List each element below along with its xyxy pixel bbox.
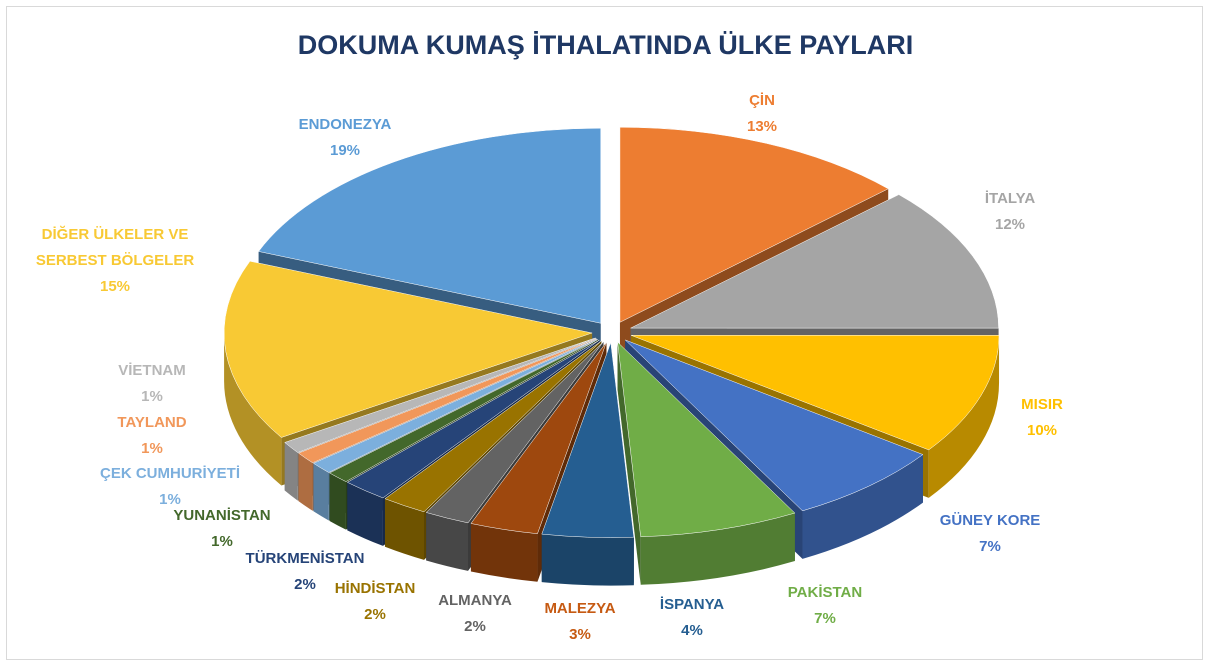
category-label: İTALYA [984, 190, 1036, 207]
category-label: ÇİN [749, 92, 775, 109]
slice [619, 127, 889, 323]
slice [541, 342, 635, 538]
slice-side [426, 512, 469, 571]
value-label: 15% [99, 278, 131, 295]
slice [630, 335, 1000, 451]
category-label: PAKİSTAN [787, 584, 863, 601]
slice [384, 340, 602, 513]
value-label: 13% [746, 118, 778, 135]
value-label: 10% [1026, 422, 1058, 439]
data-label: TÜRKMENİSTAN 2% [246, 546, 365, 598]
category-label: HİNDİSTAN [334, 580, 416, 597]
category-label: ÇEK CUMHURİYETİ [99, 465, 241, 482]
category-label: DİĞER ÜLKELER VE SERBEST BÖLGELER [35, 226, 195, 269]
slice [312, 338, 598, 473]
data-label: İTALYA 12% [985, 186, 1035, 238]
value-label: 1% [211, 533, 233, 550]
slice [284, 337, 596, 453]
slice-side [802, 454, 923, 559]
slice [625, 339, 924, 512]
slice-side [617, 342, 641, 585]
slice-side [384, 498, 424, 560]
slice-side [329, 472, 346, 530]
category-label: VİETNAM [118, 362, 186, 379]
data-label: İSPANYA 4% [660, 592, 724, 644]
category-label: TAYLAND [117, 414, 187, 431]
slice-side [470, 523, 538, 582]
value-label: 1% [159, 491, 181, 508]
value-label: 19% [329, 142, 361, 159]
slice [297, 338, 597, 464]
slice [346, 339, 600, 499]
value-label: 4% [681, 622, 703, 639]
value-label: 7% [979, 538, 1001, 555]
value-label: 1% [141, 388, 163, 405]
data-label: ENDONEZYA 19% [299, 112, 392, 164]
data-label: YUNANİSTAN 1% [173, 503, 270, 555]
category-label: TÜRKMENİSTAN [245, 550, 365, 567]
slice-side [224, 332, 282, 486]
value-label: 2% [294, 576, 316, 593]
value-label: 2% [464, 618, 486, 635]
slice [258, 127, 602, 324]
data-label: TAYLAND 1% [117, 410, 186, 462]
value-label: 12% [994, 216, 1026, 233]
data-label: ÇEK CUMHURİYETİ 1% [100, 461, 240, 513]
data-label: ALMANYA 2% [438, 588, 512, 640]
slice-side [347, 482, 383, 546]
category-label: İSPANYA [659, 596, 725, 613]
slice [617, 341, 796, 538]
chart-frame [6, 6, 1203, 660]
slice [630, 194, 999, 329]
slice [223, 260, 594, 438]
value-label: 3% [569, 626, 591, 643]
data-label: MISIR 10% [1021, 392, 1063, 444]
data-label: GÜNEY KORE 7% [940, 508, 1041, 560]
data-label: MALEZYA 3% [544, 596, 615, 648]
slice-side [298, 453, 313, 511]
slice-side [313, 463, 329, 521]
data-label: PAKİSTAN 7% [788, 580, 862, 632]
slice-side [284, 442, 298, 501]
category-label: ALMANYA [438, 592, 512, 609]
data-label: ÇİN 13% [747, 88, 777, 140]
data-label: DİĞER ÜLKELER VE SERBEST BÖLGELER 15% [25, 222, 205, 300]
slice [425, 341, 604, 524]
slice-side [640, 513, 795, 585]
category-label: GÜNEY KORE [939, 512, 1041, 529]
slice [329, 339, 598, 482]
slice-side [928, 335, 1000, 498]
slice-side [541, 534, 634, 586]
value-label: 2% [364, 606, 386, 623]
value-label: 7% [814, 610, 836, 627]
slice [470, 342, 607, 534]
category-label: YUNANİSTAN [173, 507, 271, 524]
data-label: VİETNAM 1% [118, 358, 186, 410]
data-label: HİNDİSTAN 2% [335, 576, 416, 628]
category-label: MISIR [1021, 396, 1063, 413]
category-label: ENDONEZYA [298, 116, 392, 133]
chart-title: DOKUMA KUMAŞ İTHALATINDA ÜLKE PAYLARI [297, 30, 914, 60]
category-label: MALEZYA [544, 600, 616, 617]
value-label: 1% [141, 440, 163, 457]
